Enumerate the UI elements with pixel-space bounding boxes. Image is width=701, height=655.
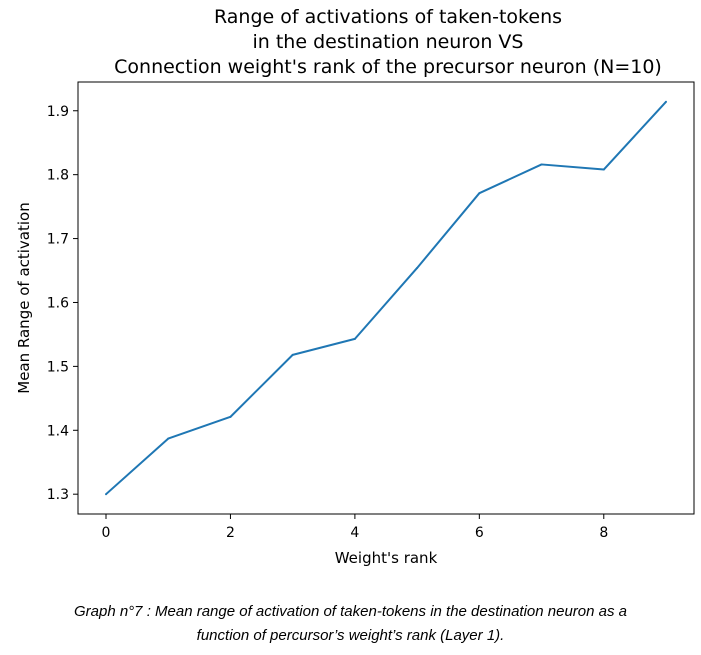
data-points <box>105 100 667 496</box>
series-line <box>105 101 667 495</box>
caption-line-1: Graph n°7 : Mean range of activation of … <box>73 603 627 620</box>
line-chart: Range of activations of taken-tokens in … <box>15 6 695 567</box>
y-tick-label: 1.7 <box>47 232 69 248</box>
data-point <box>540 163 543 166</box>
chart-title-line-2: in the destination neuron VS <box>252 31 523 53</box>
y-tick-label: 1.9 <box>47 104 69 120</box>
data-point <box>167 437 170 440</box>
y-tick-label: 1.3 <box>47 487 69 503</box>
x-tick-label: 0 <box>102 525 111 541</box>
x-tick-label: 2 <box>226 525 235 541</box>
data-point <box>291 353 294 356</box>
chart-title-line-1: Range of activations of taken-tokens <box>214 6 562 28</box>
x-tick-label: 4 <box>350 525 359 541</box>
y-axis-ticks: 1.3 1.4 1.5 1.6 1.7 1.8 1.9 <box>47 104 78 503</box>
y-tick-label: 1.4 <box>47 423 69 439</box>
data-point <box>105 493 107 496</box>
chart-title: Range of activations of taken-tokens in … <box>114 6 662 78</box>
x-axis-ticks: 0 2 4 6 8 <box>102 514 608 541</box>
data-point <box>602 168 605 171</box>
chart-title-line-3: Connection weight's rank of the precurso… <box>114 56 662 78</box>
y-tick-label: 1.6 <box>47 295 69 311</box>
data-point <box>665 100 667 103</box>
data-point <box>229 415 232 418</box>
plot-area-frame <box>77 81 695 515</box>
caption-line-2: function of percursor’s weight’s rank (L… <box>196 627 505 644</box>
data-point <box>353 337 356 340</box>
x-tick-label: 8 <box>599 525 608 541</box>
y-tick-label: 1.5 <box>47 359 69 375</box>
data-point <box>478 192 481 195</box>
data-point <box>416 266 419 269</box>
figure-caption: Graph n°7 : Mean range of activation of … <box>0 600 701 648</box>
x-axis-label: Weight's rank <box>335 549 438 567</box>
y-axis-label: Mean Range of activation <box>15 202 33 393</box>
x-tick-label: 6 <box>475 525 484 541</box>
y-tick-label: 1.8 <box>47 168 69 184</box>
